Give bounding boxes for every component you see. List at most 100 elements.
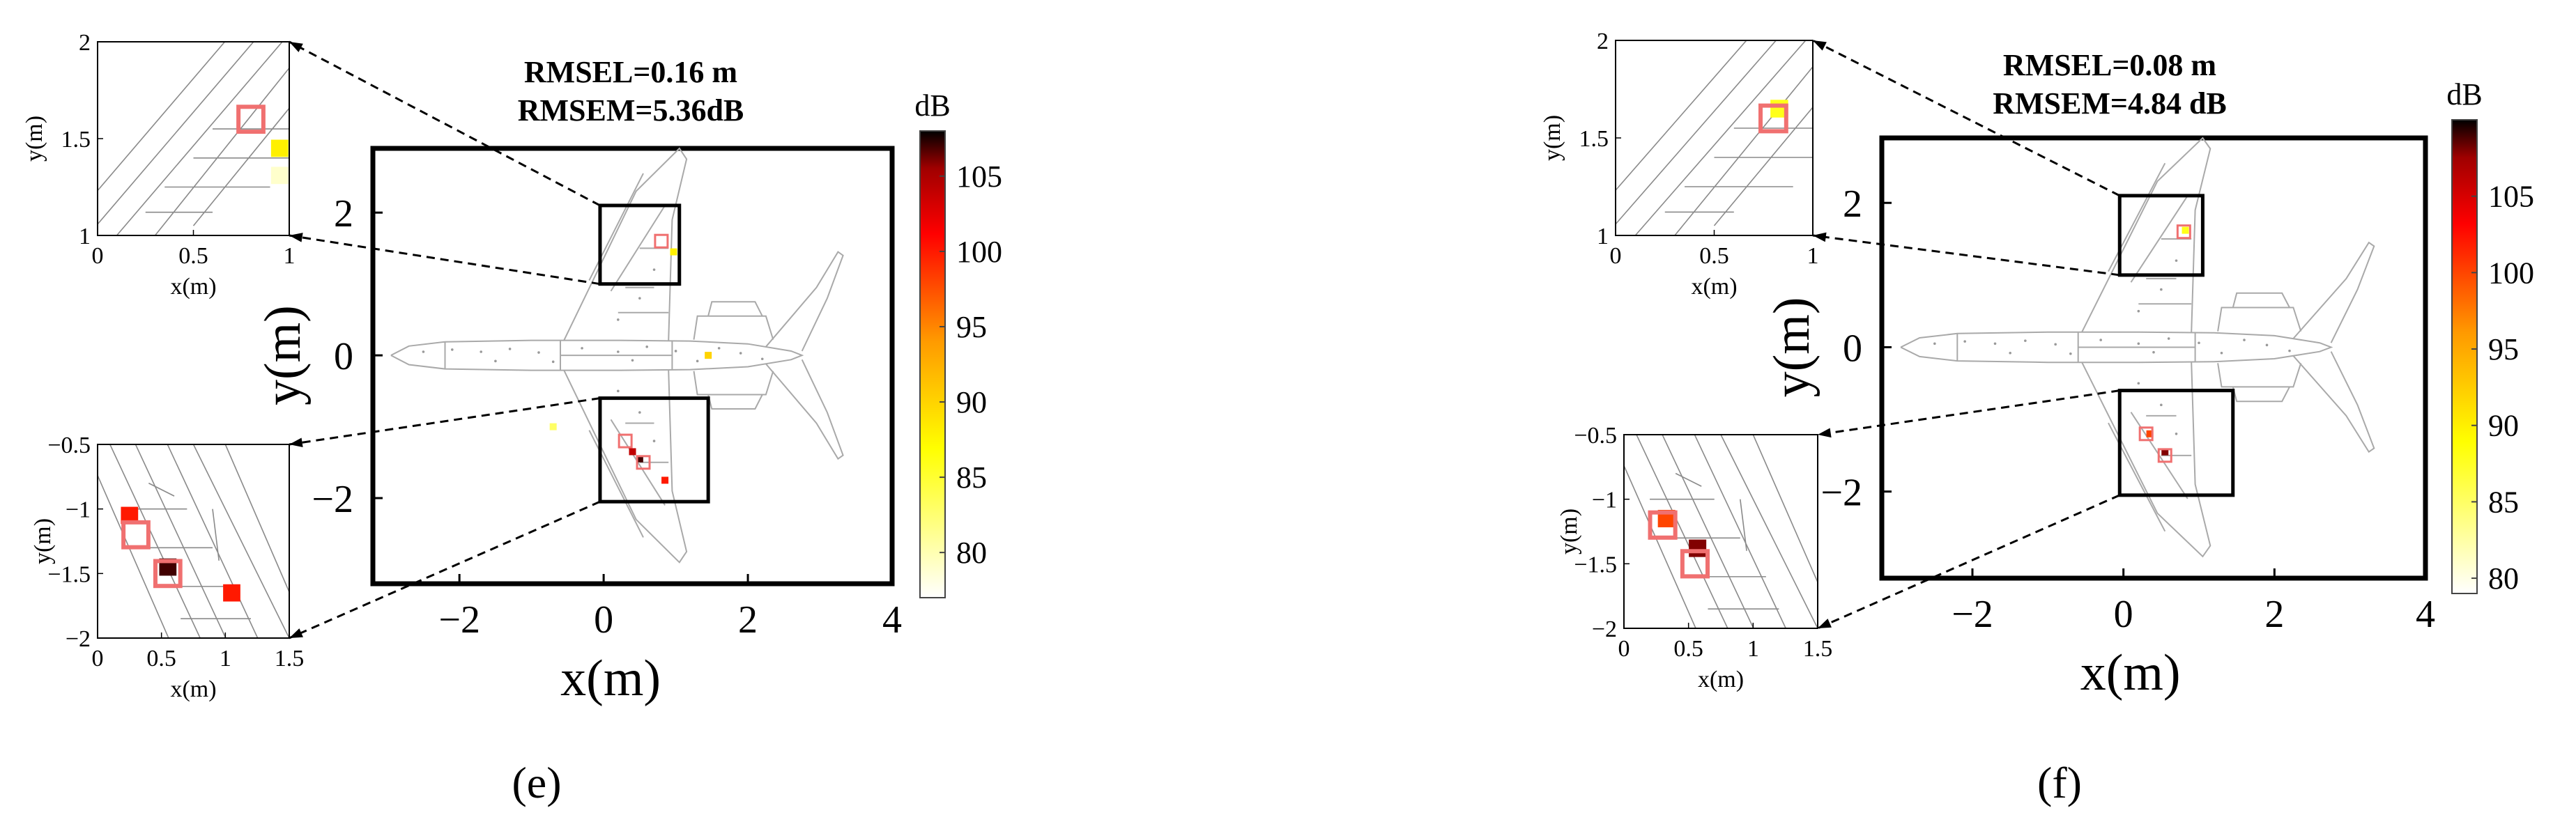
inset-y-tick-label: −2 <box>1592 616 1617 642</box>
estimated-source-marker <box>270 166 289 185</box>
colorbar-label: dB <box>914 88 950 123</box>
aircraft-rivet <box>652 440 656 442</box>
colorbar-tick-label: 85 <box>956 460 987 495</box>
plane-outline-line <box>116 42 284 235</box>
plane-outline-line <box>167 444 259 638</box>
connector-arrow-head <box>1818 619 1832 628</box>
aircraft-rivet <box>2243 339 2246 341</box>
inset-x-tick-label: 1 <box>1807 243 1819 269</box>
aircraft-outline-line <box>563 147 688 341</box>
connector-arrow <box>1812 39 2120 197</box>
estimated-source-marker <box>629 448 636 456</box>
connector-arrow <box>289 397 601 446</box>
x-tick-label: 0 <box>594 598 613 642</box>
aircraft-outline-line <box>765 359 844 460</box>
aircraft-rivet <box>617 350 620 353</box>
aircraft-rivet <box>1963 340 1966 343</box>
inset-y-axis-label: y(m) <box>30 518 56 564</box>
aircraft-rivet <box>717 347 721 350</box>
plane-outline-line <box>1720 435 1818 628</box>
inset-y-tick-label: 2 <box>79 30 91 56</box>
aircraft-rivet <box>2175 432 2178 435</box>
connector-arrow-head <box>289 42 303 52</box>
aircraft-outline-line <box>2217 306 2302 332</box>
aircraft-outline-line <box>2292 241 2375 343</box>
inset-top-frame <box>1615 40 1814 236</box>
aircraft-outline-line <box>2081 137 2211 333</box>
plane-outline-line <box>1624 464 1696 628</box>
aircraft-outline-line <box>2081 362 2211 558</box>
colorbar-tick-label: 100 <box>2488 256 2534 290</box>
connector-arrow-head <box>1813 40 1827 51</box>
true-source-marker <box>1758 103 1788 134</box>
connector-arrow-head <box>1813 232 1827 242</box>
connector-arrow-head <box>289 233 303 242</box>
aircraft-rivet <box>2009 351 2011 355</box>
aircraft-rivet <box>2198 341 2200 345</box>
connector-arrow <box>289 40 601 207</box>
title-line-1: RMSEL=0.08 m <box>2003 48 2216 82</box>
inset-x-tick-label: 1 <box>1747 636 1759 662</box>
aircraft-rivet <box>2167 337 2170 340</box>
true-source-marker <box>236 104 266 134</box>
aircraft-outline-line <box>707 301 763 317</box>
inset-top: 0 0.5 1 2 1.5 1 x(m) y(m) <box>22 30 296 300</box>
aircraft-rivet <box>581 347 583 350</box>
aircraft-rivet <box>508 348 512 350</box>
connector-arrow-head <box>289 628 303 638</box>
aircraft-rivet <box>480 350 483 353</box>
inset-bottom: 0 0.5 1 1.5 −0.5 −1 −1.5 −2 x(m) y(m) <box>1556 423 1832 692</box>
inset-y-tick-label: −0.5 <box>1574 423 1617 449</box>
zoom-box-top <box>2117 194 2205 277</box>
y-tick-label: 0 <box>1843 327 1862 370</box>
aircraft-rivet <box>551 360 555 364</box>
inset-x-tick-label: 1.5 <box>275 646 305 672</box>
title-line-2: RMSEM=5.36dB <box>518 93 744 127</box>
x-axis-label: x(m) <box>560 650 661 707</box>
colorbar-tick-label: 80 <box>2488 561 2519 596</box>
connector-arrow <box>1817 389 2120 436</box>
aircraft-rivet <box>638 411 641 414</box>
inset-y-tick-label: 1 <box>1597 224 1609 249</box>
inset-x-axis-label: x(m) <box>1691 274 1737 300</box>
plane-outline-line <box>1713 106 1813 226</box>
colorbar: dB 105 100 95 90 85 80 <box>2446 77 2534 596</box>
aircraft-outline-line <box>2232 292 2290 308</box>
inset-y-tick-label: −2 <box>66 626 91 652</box>
aircraft-rivet <box>451 348 454 351</box>
aircraft-outline-line <box>2130 195 2188 283</box>
true-source-marker <box>2176 224 2191 240</box>
true-source-marker <box>2157 448 2172 463</box>
inset-x-axis-label: x(m) <box>170 274 216 300</box>
x-tick-label: 2 <box>738 598 758 642</box>
aircraft-rivet <box>674 350 677 352</box>
inset-y-axis-label: y(m) <box>22 116 47 162</box>
estimated-source-marker <box>223 584 240 602</box>
inset-x-tick-label: 1 <box>220 646 231 672</box>
estimated-source-marker <box>270 139 289 157</box>
true-source-marker <box>121 520 151 550</box>
inset-x-axis-label: x(m) <box>1698 667 1744 692</box>
inset-y-tick-label: −0.5 <box>47 433 91 458</box>
inset-y-tick-label: −1.5 <box>1574 552 1617 577</box>
estimated-source-marker <box>549 423 557 430</box>
plane-outline-line <box>212 509 220 561</box>
plane-outline-line <box>135 444 227 638</box>
aircraft-rivet <box>2160 288 2163 291</box>
true-source-marker <box>654 233 669 249</box>
x-axis-label: x(m) <box>2080 644 2181 701</box>
aircraft-outline-line <box>2292 351 2375 453</box>
aircraft-rivet <box>2024 339 2027 342</box>
inset-bottom-plot-area <box>1624 435 1818 628</box>
inset-top-frame <box>97 41 290 236</box>
inset-bottom-plot-area <box>98 444 289 638</box>
inset-y-tick-label: −1 <box>66 497 91 523</box>
aircraft-rivet <box>2137 382 2140 385</box>
colorbar-tick-label: 80 <box>956 536 987 570</box>
x-tick-label: −2 <box>438 598 480 642</box>
aircraft-rivet <box>422 350 425 353</box>
connector-arrow <box>289 500 601 639</box>
connector-arrow <box>1812 234 2120 277</box>
plane-outline-line <box>1636 435 1728 628</box>
aircraft-rivet <box>696 359 699 363</box>
